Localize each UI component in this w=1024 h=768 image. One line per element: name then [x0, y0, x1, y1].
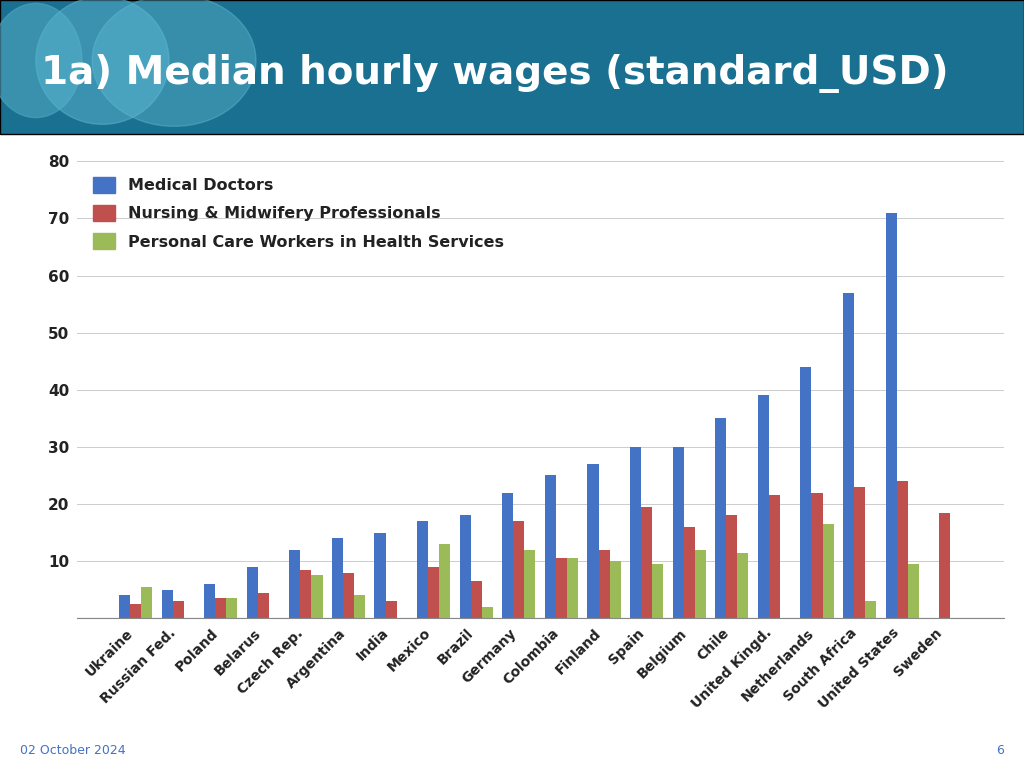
Bar	[460, 515, 471, 618]
Bar	[567, 558, 579, 618]
Text: 6: 6	[995, 744, 1004, 757]
Bar	[141, 587, 153, 618]
Bar	[375, 532, 386, 618]
Bar	[173, 601, 183, 618]
Bar	[471, 581, 482, 618]
Ellipse shape	[92, 0, 256, 127]
Legend: Medical Doctors, Nursing & Midwifery Professionals, Personal Care Workers in Hea: Medical Doctors, Nursing & Midwifery Pro…	[85, 169, 512, 257]
Bar	[854, 487, 865, 618]
Bar	[641, 507, 652, 618]
Bar	[513, 521, 524, 618]
Bar	[758, 396, 769, 618]
Bar	[811, 492, 822, 618]
Bar	[386, 601, 396, 618]
Bar	[226, 598, 238, 618]
Bar	[343, 573, 354, 618]
Bar	[897, 481, 907, 618]
Bar	[822, 524, 834, 618]
FancyBboxPatch shape	[0, 0, 1024, 134]
Bar	[726, 515, 737, 618]
Bar	[673, 447, 684, 618]
Bar	[130, 604, 141, 618]
Bar	[801, 367, 811, 618]
Bar	[652, 564, 664, 618]
Bar	[715, 419, 726, 618]
Bar	[630, 447, 641, 618]
Bar	[886, 213, 897, 618]
Bar	[247, 567, 258, 618]
Ellipse shape	[0, 3, 82, 118]
Bar	[428, 567, 439, 618]
Bar	[769, 495, 780, 618]
Bar	[417, 521, 428, 618]
Bar	[311, 575, 323, 618]
Bar	[204, 584, 215, 618]
Bar	[609, 561, 621, 618]
Bar	[502, 492, 513, 618]
Text: 02 October 2024: 02 October 2024	[20, 744, 126, 757]
Bar	[332, 538, 343, 618]
Bar	[545, 475, 556, 618]
Bar	[162, 590, 173, 618]
Bar	[482, 607, 493, 618]
Text: 1a) Median hourly wages (standard_USD): 1a) Median hourly wages (standard_USD)	[41, 55, 948, 94]
Bar	[684, 527, 694, 618]
Bar	[524, 550, 536, 618]
Bar	[215, 598, 226, 618]
Bar	[258, 593, 269, 618]
Bar	[939, 512, 950, 618]
Bar	[907, 564, 919, 618]
Bar	[843, 293, 854, 618]
Bar	[694, 550, 706, 618]
Bar	[290, 550, 300, 618]
Bar	[439, 544, 451, 618]
Bar	[588, 464, 598, 618]
Bar	[354, 595, 366, 618]
Bar	[556, 558, 567, 618]
Bar	[598, 550, 609, 618]
Bar	[737, 552, 749, 618]
Bar	[300, 570, 311, 618]
Ellipse shape	[36, 0, 169, 124]
Bar	[119, 595, 130, 618]
Bar	[865, 601, 877, 618]
